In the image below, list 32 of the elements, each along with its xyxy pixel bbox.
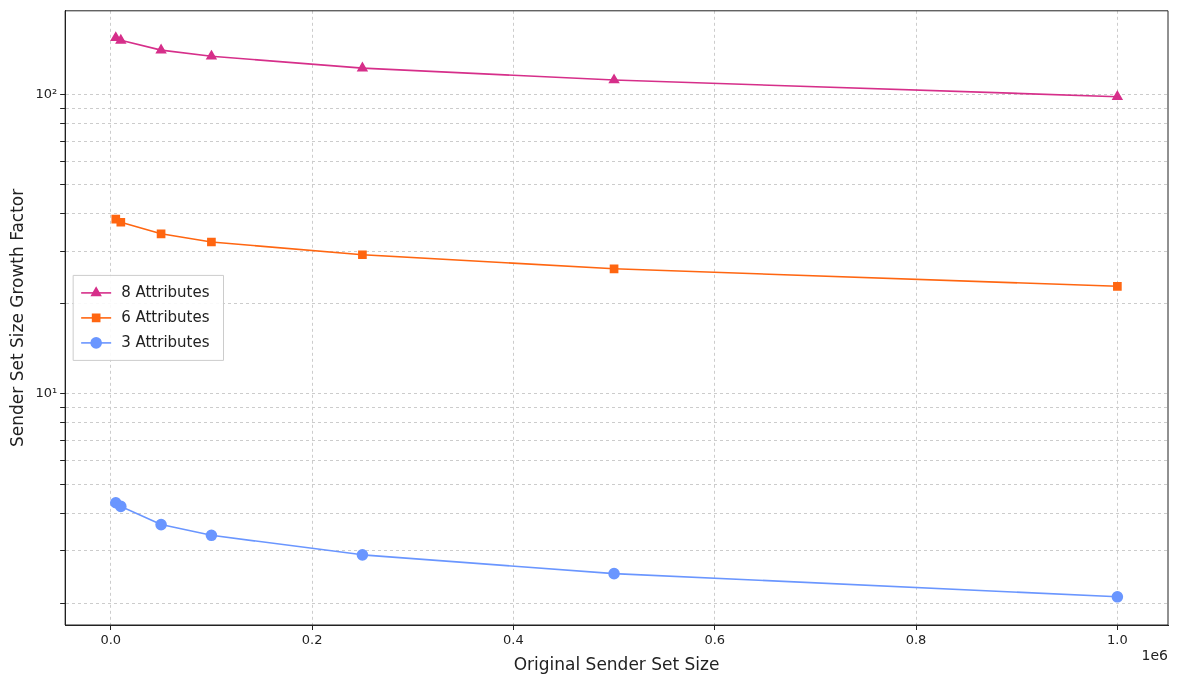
point [155,44,167,54]
x-tick-label: 0.4 [503,632,524,648]
legend-label: 8 Attributes [121,282,210,301]
point [356,549,369,561]
point [1113,281,1122,291]
point [1112,90,1123,101]
point [206,50,217,60]
x-tick-label: 0.8 [905,632,927,648]
x-axis-title: Original Sender Set Size [513,654,720,675]
point [1111,590,1124,603]
point [115,500,127,513]
point [608,74,620,84]
y-tick-label: 10¹ [35,385,58,401]
x-tick-label: 1.0 [1107,632,1128,648]
point [357,62,368,72]
point [358,250,367,260]
legend-label: 3 Attributes [121,332,210,351]
x-tick-label: 0.6 [704,632,726,648]
x-tick-label: 0.2 [301,632,323,648]
point [608,567,620,580]
point [116,217,126,227]
point [155,518,167,531]
text: 1e6 [1141,646,1169,663]
point [205,529,218,542]
x-tick-label: 0.0 [100,632,122,648]
point [115,34,126,44]
point [156,229,166,239]
legend-label: 6 Attributes [121,307,210,326]
y-axis-title: Sender Set Size Growth Factor [6,188,27,448]
y-tick-label: 10² [35,86,58,102]
point [207,237,216,247]
point [609,264,619,274]
